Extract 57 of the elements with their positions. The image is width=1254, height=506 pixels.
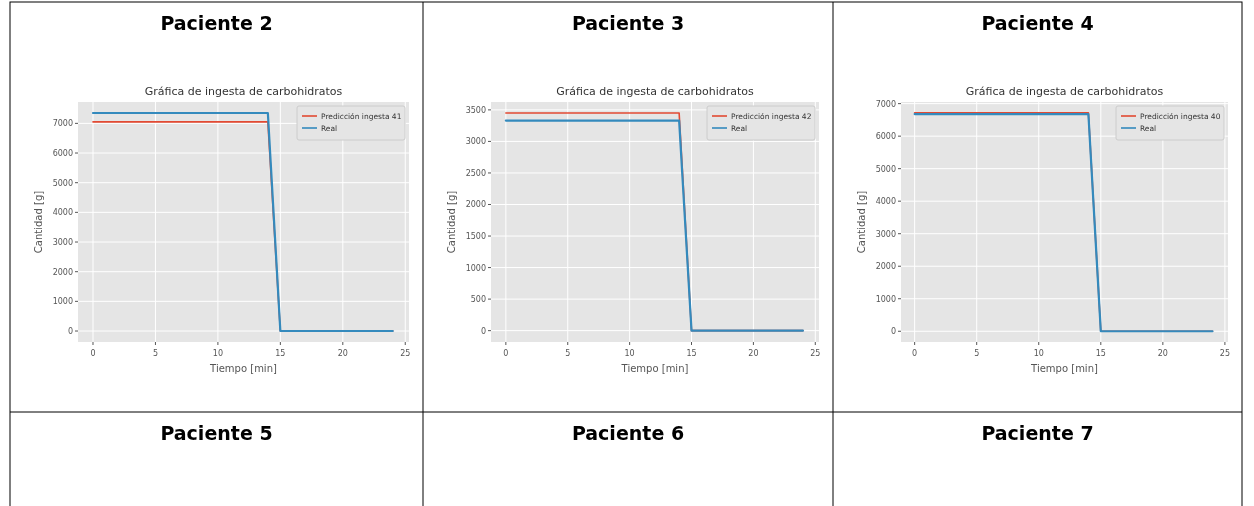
y-tick-label: 500 (470, 295, 486, 305)
y-tick-label: 7000 (875, 99, 896, 109)
x-tick-label: 15 (275, 349, 286, 358)
y-tick-label: 3500 (465, 105, 486, 115)
y-tick-label: 5000 (875, 164, 896, 174)
text: Paciente 6 (571, 422, 685, 444)
y-tick-label: 6000 (52, 149, 73, 159)
y-axis-title: Cantidad [g] (446, 190, 457, 254)
x-axis-title: Tiempo [min] (620, 363, 689, 374)
x-tick-label: 0 (503, 349, 509, 358)
text: Paciente 5 (160, 422, 273, 444)
y-tick-label: 6000 (875, 132, 896, 142)
x-tick-label: 5 (974, 349, 980, 358)
x-tick-label: 15 (1095, 349, 1106, 358)
chart-subtitle: Gráfica de ingesta de carbohidratos (556, 85, 755, 98)
y-axis-title: Cantidad [g] (33, 190, 44, 254)
y-tick-label: 0 (890, 327, 896, 337)
x-tick-label: 0 (912, 349, 918, 358)
x-tick-label: 15 (686, 349, 697, 358)
y-tick-label: 0 (67, 327, 73, 337)
x-tick-label: 25 (1219, 349, 1230, 358)
x-axis-title: Tiempo [min] (209, 363, 277, 374)
x-tick-label: 5 (565, 349, 571, 358)
y-tick-label: 5000 (52, 178, 73, 188)
x-tick-label: 25 (400, 349, 411, 358)
x-tick-label: 10 (624, 349, 635, 358)
y-tick-label: 2000 (465, 200, 486, 210)
y-axis-title: Cantidad [g] (856, 190, 867, 254)
y-tick-label: 3000 (465, 137, 486, 147)
chart-title: Paciente 4 (981, 12, 1094, 34)
y-tick-label: 2000 (52, 267, 73, 277)
y-tick-label: 1500 (465, 232, 486, 242)
x-axis-title: Tiempo [min] (1030, 363, 1098, 374)
x-tick-label: 20 (1157, 349, 1168, 358)
x-tick-label: 20 (337, 349, 348, 358)
y-tick-label: 2000 (875, 262, 896, 272)
text: Paciente 7 (981, 422, 1094, 444)
x-tick-label: 10 (212, 349, 223, 358)
y-tick-label: 1000 (875, 294, 896, 304)
y-tick-label: 0 (480, 326, 486, 336)
y-tick-label: 3000 (875, 229, 896, 239)
y-tick-label: 1000 (465, 263, 486, 273)
y-tick-label: 1000 (52, 297, 73, 307)
y-tick-label: 4000 (52, 208, 73, 218)
y-tick-label: 3000 (52, 238, 73, 248)
y-tick-label: 2500 (465, 168, 486, 178)
chart-title: Paciente 2 (160, 12, 273, 34)
y-tick-label: 4000 (875, 197, 896, 207)
chart-subtitle: Gráfica de ingesta de carbohidratos (965, 85, 1164, 98)
chart-title: Paciente 3 (571, 12, 685, 34)
x-tick-label: 10 (1033, 349, 1044, 358)
x-tick-label: 0 (90, 349, 96, 358)
y-tick-label: 7000 (52, 119, 73, 129)
x-tick-label: 20 (748, 349, 759, 358)
chart-subtitle: Gráfica de ingesta de carbohidratos (144, 85, 343, 98)
x-tick-label: 25 (810, 349, 821, 358)
x-tick-label: 5 (152, 349, 158, 358)
